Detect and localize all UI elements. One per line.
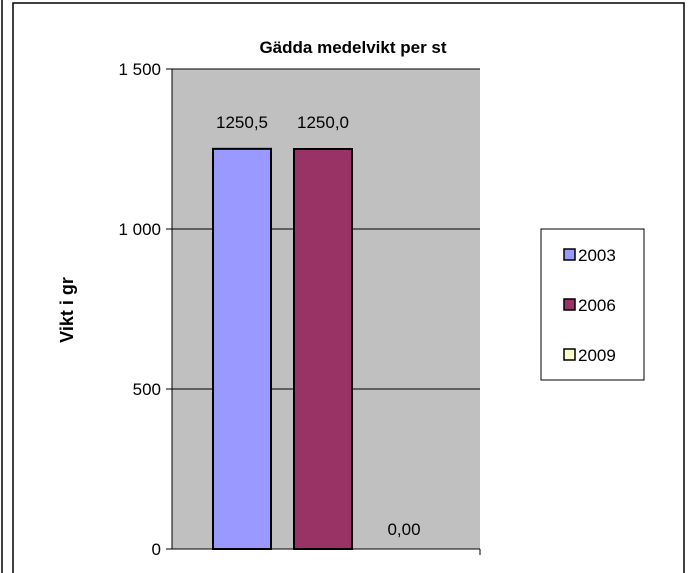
- legend-swatch-2003: [563, 248, 576, 261]
- legend-box: [540, 228, 645, 381]
- y-tick-label: 1 000: [118, 220, 161, 239]
- legend-label-2003: 2003: [578, 246, 616, 265]
- legend-label-2009: 2009: [578, 346, 616, 365]
- legend-swatch-2006: [563, 298, 576, 311]
- y-axis-ticks: 0 500 1 000 1 500: [118, 60, 481, 559]
- bar-2003: [212, 147, 272, 550]
- chart-title: Gädda medelvikt per st: [259, 38, 446, 57]
- data-label-2006: 1250,0: [297, 113, 349, 132]
- bar-2006: [293, 148, 353, 550]
- legend-swatch-2009: [563, 348, 576, 361]
- data-label-2009: 0,00: [387, 520, 420, 539]
- legend: 2003 2006 2009: [563, 246, 616, 365]
- bars: [212, 147, 353, 550]
- y-tick-label: 0: [152, 540, 161, 559]
- legend-label-2006: 2006: [578, 296, 616, 315]
- y-axis-label: Vikt i gr: [57, 277, 77, 343]
- data-label-2003: 1250,5: [216, 113, 268, 132]
- data-labels: 1250,5 1250,0 0,00: [216, 113, 421, 539]
- y-tick-label: 500: [133, 380, 161, 399]
- y-tick-label: 1 500: [118, 60, 161, 79]
